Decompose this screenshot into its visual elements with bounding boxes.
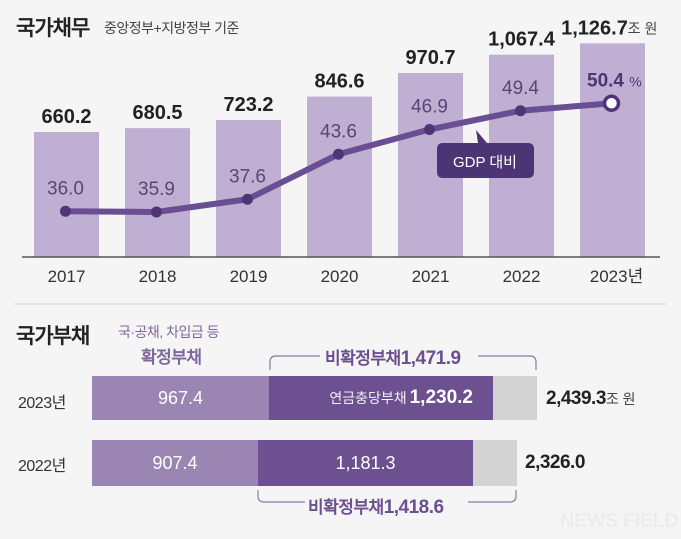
debt-value-label: 1,126.7 xyxy=(561,17,628,39)
unconfirmed-2022-text: 비확정부채1,418.6 xyxy=(308,493,444,519)
gdp-ratio-label: 43.6 xyxy=(320,121,357,142)
gdp-ratio-point xyxy=(515,105,526,117)
confirmed-segment-2023: 967.4 xyxy=(92,376,269,420)
confirmed-label: 확정부채 xyxy=(141,348,202,367)
gdp-ratio-label: 50.4 xyxy=(587,70,624,91)
gdp-ratio-label: 36.0 xyxy=(47,178,84,199)
gdp-ratio-point xyxy=(151,206,162,218)
gdp-ratio-label: 37.6 xyxy=(229,166,266,187)
gdp-ratio-label: 49.4 xyxy=(502,78,539,99)
debt-subtitle: 중앙정부+지방정부 기준 xyxy=(104,20,239,36)
debt-title: 국가채무 xyxy=(16,17,90,40)
unconfirmed-bracket-2022 xyxy=(257,490,517,503)
debt-value-label: 723.2 xyxy=(223,94,273,116)
gdp-ratio-point xyxy=(242,193,253,205)
unconfirmed-bracket-2023 xyxy=(269,355,537,370)
year-tick-label: 2019 xyxy=(230,267,268,286)
gdp-ratio-point xyxy=(602,94,621,112)
row-label-2022: 2022년 xyxy=(18,458,66,475)
debt-value-label: 970.7 xyxy=(405,47,455,69)
unconfirmed-2023-text: 비확정부채1,471.9 xyxy=(325,344,461,370)
gdp-ratio-point xyxy=(424,124,435,135)
year-tick-label: 2017 xyxy=(48,267,86,286)
debt-unit-label: 조 원 xyxy=(628,20,658,36)
year-tick-label: 2022 xyxy=(503,267,541,286)
year-tick-label: 2023년 xyxy=(590,267,643,286)
debt-value-label: 680.5 xyxy=(132,102,182,124)
unconfirmed-2023-label: 비확정부채 xyxy=(325,349,401,368)
pension-value-2023: 1,230.2 xyxy=(409,387,473,408)
confirmed-value-2022: 907.4 xyxy=(152,452,198,473)
year-tick-label: 2018 xyxy=(139,267,177,286)
gdp-ratio-tag: GDP 대비 xyxy=(437,130,534,178)
unconfirmed-2022-value: 1,418.6 xyxy=(383,497,444,518)
row-label-2023: 2023년 xyxy=(18,395,66,412)
debt-value-label: 1,067.4 xyxy=(488,29,556,51)
debt-bar xyxy=(125,128,190,257)
year-tick-label: 2021 xyxy=(412,267,450,286)
unconfirmed-2022-label: 비확정부채 xyxy=(308,498,384,517)
gdp-ratio-point xyxy=(333,148,344,160)
unconfirmed-2023-value: 1,471.9 xyxy=(400,348,461,369)
liability-title: 국가부채 xyxy=(16,325,90,348)
gdp-ratio-label: 35.9 xyxy=(138,179,175,200)
debt-value-label: 660.2 xyxy=(41,106,91,128)
pension-segment-2023: 연금충당부채 1,230.2 xyxy=(269,376,493,420)
total-2023: 2,439.3조 원 xyxy=(546,388,636,410)
pension-value-2022: 1,181.3 xyxy=(335,452,396,473)
total-unit: 조 원 xyxy=(605,391,636,407)
confirmed-value-2023: 967.4 xyxy=(157,387,204,408)
pension-segment-2022: 1,181.3 xyxy=(258,440,473,486)
debt-bar xyxy=(307,96,372,257)
total-value-2023: 2,439.3 xyxy=(546,388,606,409)
pension-label-2023: 연금충당부채 xyxy=(329,390,407,406)
watermark: NEWS FIELD xyxy=(560,510,679,532)
gdp-ratio-percent: % xyxy=(629,73,641,89)
debt-value-label: 846.6 xyxy=(314,71,364,93)
stacked-bar-2022: 907.4 1,181.3 xyxy=(92,440,517,486)
debt-chart: 2017 2018 2019 2020 2021 2022 2023년 36.0 35.9 37… xyxy=(22,17,660,286)
debt-bar xyxy=(580,43,645,257)
section-divider xyxy=(15,303,666,305)
debt-bar xyxy=(34,132,99,257)
other-segment-2023 xyxy=(493,376,537,420)
confirmed-segment-2022: 907.4 xyxy=(92,440,258,486)
gdp-ratio-label: 46.9 xyxy=(411,97,448,118)
year-tick-label: 2020 xyxy=(321,267,359,286)
stacked-bar-2023: 967.4 연금충당부채 1,230.2 xyxy=(92,376,537,420)
other-segment-2022 xyxy=(473,440,517,486)
gdp-ratio-point xyxy=(60,205,71,217)
total-value-2022: 2,326.0 xyxy=(525,452,585,473)
confirmed-note: 국·공채, 차입금 등 xyxy=(118,324,220,340)
gdp-ratio-tag-label: GDP 대비 xyxy=(453,154,517,171)
